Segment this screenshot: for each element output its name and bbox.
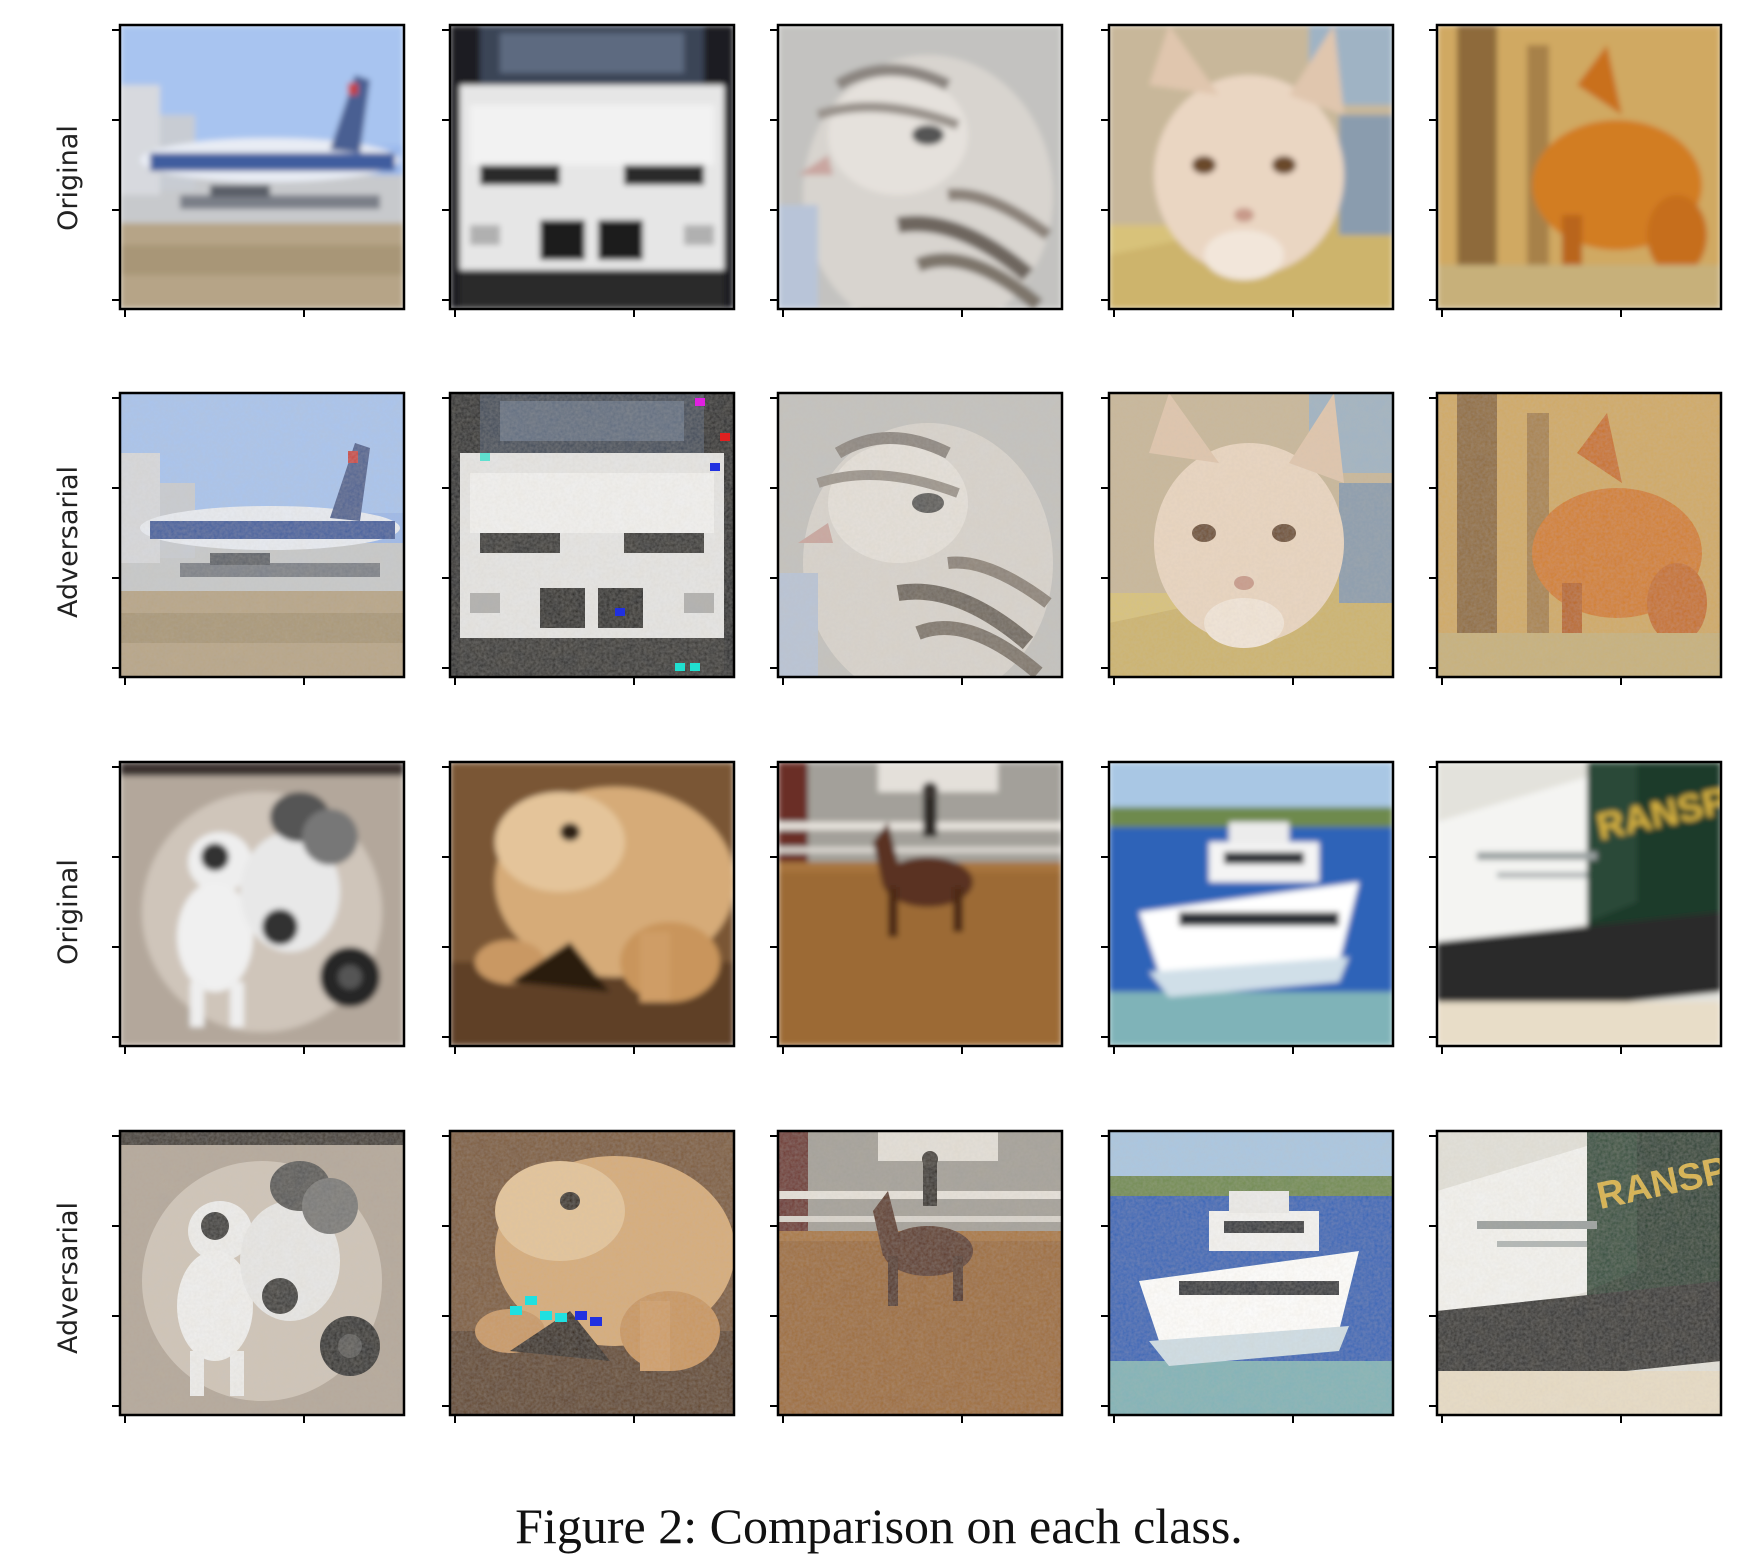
panel-automobile-original (442, 23, 736, 317)
panel-horse-original (770, 760, 1064, 1054)
row-label-1: Original (53, 125, 84, 231)
panel-automobile-adversarial (442, 391, 736, 685)
panel-airplane-original (112, 23, 406, 317)
row-label-4: Adversarial (53, 1202, 84, 1354)
row-label-3: Original (53, 859, 84, 965)
panel-airplane-adversarial (112, 391, 406, 685)
panel-truck-adversarial (1429, 1129, 1723, 1423)
panel-bird-original (770, 23, 1064, 317)
panel-frog-adversarial (442, 1129, 736, 1423)
panel-dog-adversarial (112, 1129, 406, 1423)
panel-bird-adversarial (770, 391, 1064, 685)
panel-dog-original (112, 760, 406, 1054)
panel-ship-adversarial (1101, 1129, 1395, 1423)
panel-deer-original (1429, 23, 1723, 317)
panel-grid (112, 23, 1723, 1423)
panel-truck-original (1429, 760, 1723, 1054)
figure-caption: Figure 2: Comparison on each class. (515, 1498, 1243, 1554)
row-label-2: Adversarial (53, 466, 84, 618)
image-grid-figure: RANSPORT Original Adversarial Original A… (53, 23, 1723, 1423)
panel-cat-adversarial (1101, 391, 1395, 685)
panel-frog-original (442, 760, 736, 1054)
panel-deer-adversarial (1429, 391, 1723, 685)
panel-horse-adversarial (770, 1129, 1064, 1423)
panel-cat-original (1101, 23, 1395, 317)
panel-ship-original (1101, 760, 1395, 1054)
